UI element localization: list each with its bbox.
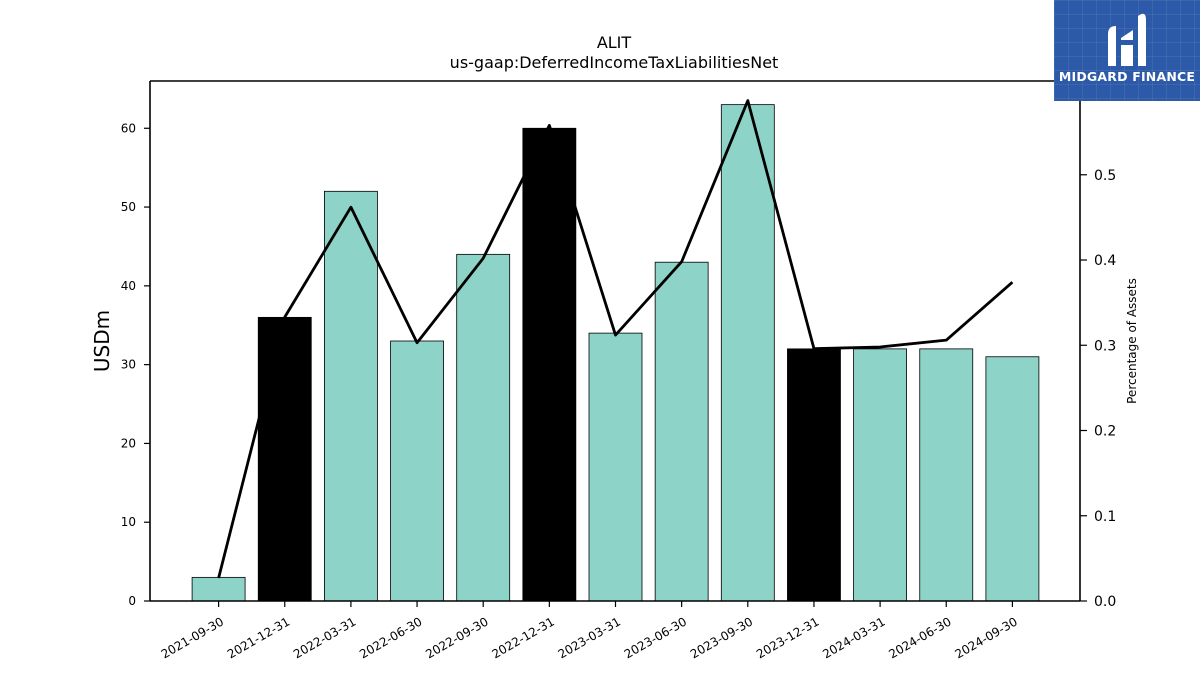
bar: [323, 190, 378, 602]
x-tick-label: 2023-03-31: [556, 614, 623, 661]
bar: [654, 261, 709, 602]
midgard-logo-icon: [1108, 13, 1146, 66]
y2-tick-label: 0.1: [1094, 509, 1116, 525]
x-tick-label: 2024-09-30: [952, 614, 1019, 661]
y2-tick-label: 0.0: [1094, 594, 1116, 610]
chart-title: ALIT: [597, 33, 632, 52]
x-tick-label: 2021-12-31: [225, 614, 292, 661]
bar: [919, 348, 974, 602]
y-tick-label: 30: [121, 358, 136, 372]
percentage-line: [217, 99, 1014, 579]
x-tick-label: 2023-12-31: [754, 614, 821, 661]
y-tick-label: 50: [121, 200, 136, 214]
x-tick-label: 2021-09-30: [159, 614, 226, 661]
bar: [720, 104, 775, 602]
y2-tick-label: 0.2: [1094, 424, 1116, 440]
y-tick-label: 0: [128, 594, 136, 608]
y-tick-label: 10: [121, 515, 136, 529]
y2-tick-label: 0.5: [1094, 168, 1116, 184]
bar: [985, 356, 1040, 602]
midgard-finance-logo: MIDGARD FINANCE: [1054, 0, 1200, 101]
bar: [522, 127, 577, 602]
y2-axis-label: Percentage of Assets: [1125, 278, 1139, 404]
bar: [191, 576, 246, 602]
bar: [853, 348, 907, 602]
x-tick-label: 2022-12-31: [489, 614, 556, 661]
y-axis-label: USDm: [90, 310, 114, 372]
y-tick-label: 20: [121, 436, 136, 450]
bar: [390, 340, 444, 602]
x-tick-label: 2022-03-31: [291, 614, 358, 661]
x-tick-label: 2022-09-30: [423, 614, 490, 661]
logo-text: MIDGARD FINANCE: [1058, 69, 1196, 84]
bars-group: [191, 104, 1040, 602]
y2-tick-label: 0.3: [1094, 338, 1116, 354]
x-tick-label: 2023-06-30: [622, 614, 689, 661]
x-tick-label: 2023-09-30: [688, 614, 755, 661]
y-tick-label: 60: [121, 121, 136, 135]
chart-subtitle: us-gaap:DeferredIncomeTaxLiabilitiesNet: [450, 53, 779, 72]
bar: [456, 253, 511, 602]
x-tick-label: 2024-06-30: [886, 614, 953, 661]
line-group: [217, 99, 1014, 579]
y-tick-label: 40: [121, 279, 136, 293]
bar: [588, 332, 643, 602]
x-tick-label: 2022-06-30: [357, 614, 424, 661]
bar: [787, 348, 841, 602]
bar: [257, 316, 312, 602]
x-tick-label: 2024-03-31: [820, 614, 887, 661]
y2-tick-label: 0.4: [1094, 253, 1116, 269]
